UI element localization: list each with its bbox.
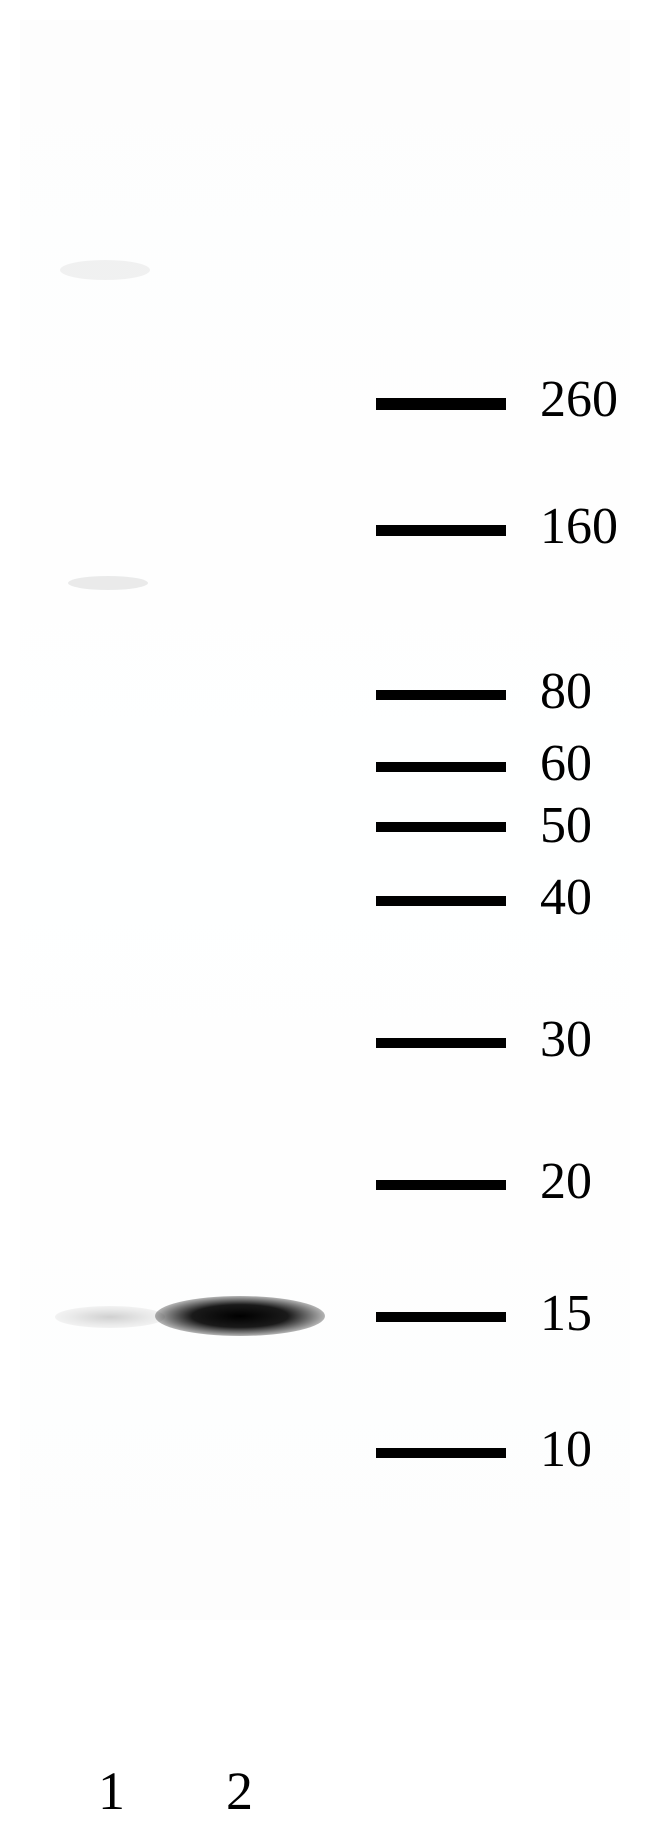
band-lane2-15kda: [155, 1296, 325, 1336]
ladder-label-15: 15: [540, 1284, 592, 1343]
ladder-label-60: 60: [540, 734, 592, 793]
ladder-label-20: 20: [540, 1152, 592, 1211]
ladder-label-80: 80: [540, 662, 592, 721]
artifact-2: [60, 260, 150, 280]
ladder-mark-50: [376, 822, 506, 832]
western-blot-figure: 260 160 80 60 50 40 30 20 15 10 1 2: [0, 0, 650, 1848]
ladder-mark-15: [376, 1312, 506, 1322]
ladder-mark-260: [376, 398, 506, 410]
lane-label-1: 1: [98, 1760, 125, 1822]
ladder-label-10: 10: [540, 1420, 592, 1479]
artifact-1: [68, 576, 148, 590]
ladder-label-50: 50: [540, 796, 592, 855]
ladder-mark-80: [376, 690, 506, 700]
ladder-label-160: 160: [540, 497, 618, 556]
band-lane1-15kda-faint: [55, 1306, 165, 1328]
ladder-mark-60: [376, 762, 506, 772]
ladder-mark-10: [376, 1448, 506, 1458]
ladder-mark-40: [376, 896, 506, 906]
ladder-label-30: 30: [540, 1010, 592, 1069]
lane-label-2: 2: [226, 1760, 253, 1822]
ladder-mark-30: [376, 1038, 506, 1048]
ladder-label-40: 40: [540, 868, 592, 927]
ladder-label-260: 260: [540, 370, 618, 429]
ladder-mark-20: [376, 1180, 506, 1190]
ladder-mark-160: [376, 525, 506, 536]
